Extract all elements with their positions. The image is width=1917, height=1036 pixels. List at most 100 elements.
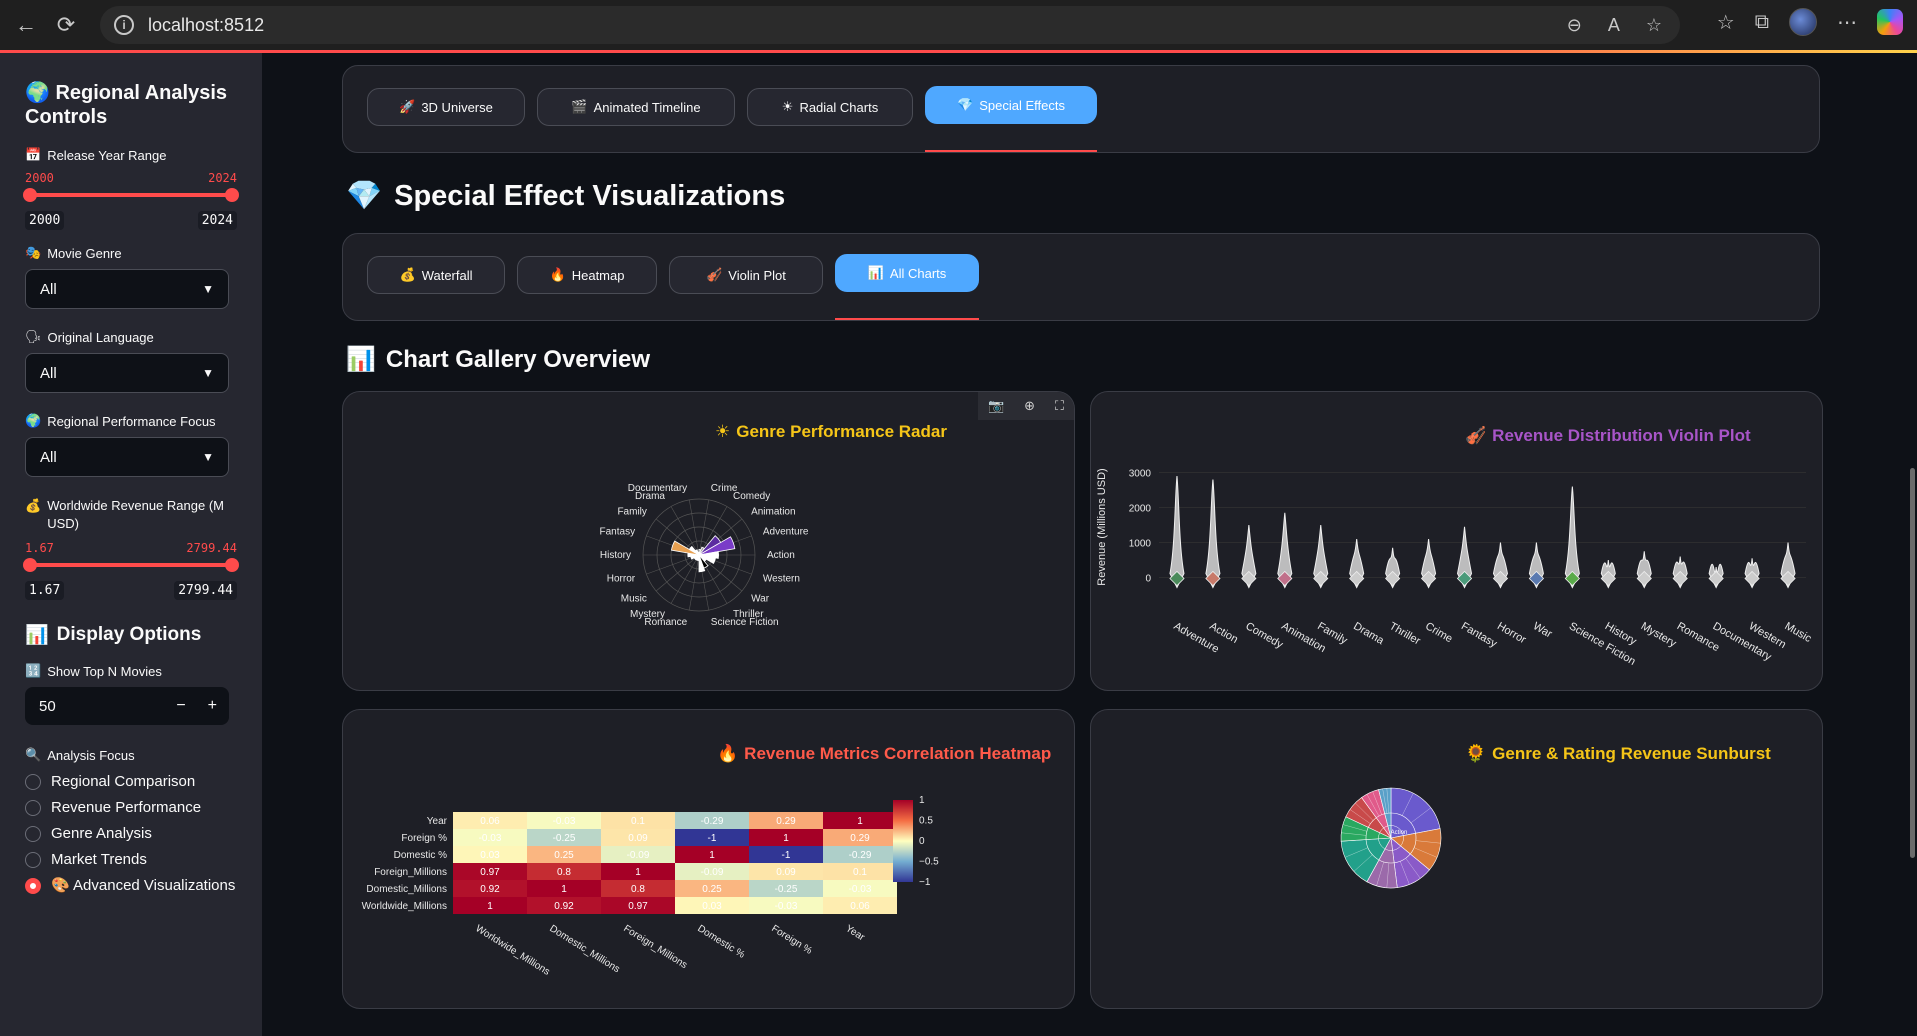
revenue-min-handle[interactable] [23,558,37,572]
sunburst-subdivision [1344,847,1369,858]
violin-icon: 🎻 [1465,426,1487,445]
heatmap-cell-value: -0.25 [553,833,576,844]
violin-box-marker [1708,570,1724,587]
site-info-icon[interactable]: i [114,15,134,35]
favorite-star-icon[interactable]: ☆ [1645,14,1662,35]
heatmap-cell-value: -0.03 [849,884,872,895]
heatmap-col-label: Worldwide_Millions [473,923,551,978]
violin-box-marker [1420,570,1437,587]
top-n-value[interactable]: 50 [39,697,56,715]
heatmap-cell [675,880,749,897]
sunburst-inner-ring [1365,812,1417,864]
radar-axis-label: Crime [711,483,738,494]
fullscreen-icon[interactable]: ⛶ [1054,398,1064,413]
tab-all-charts[interactable]: 📊 All Charts [835,254,979,292]
language-select[interactable]: All ▼ [25,353,229,393]
radio-genre-analysis[interactable]: Genre Analysis [25,825,237,843]
heatmap-cell-value: 1 [857,816,863,827]
radio-button[interactable] [25,774,41,790]
tab-heatmap[interactable]: 🔥 Heatmap [517,256,657,294]
revenue-max-handle[interactable] [225,558,239,572]
page-scrollbar[interactable] [1910,468,1915,858]
reload-button[interactable]: ⟳ [56,12,76,37]
heatmap-cell [675,846,749,863]
slider-track[interactable] [30,193,232,197]
violin-box-marker [1780,570,1796,587]
radar-axis-label: Drama [635,491,665,502]
radar-axis-label: Romance [644,617,687,628]
speech-icon: 🗣 [25,329,42,344]
copilot-icon[interactable] [1877,9,1903,35]
read-aloud-icon[interactable]: A [1607,14,1620,35]
heatmap-row-label: Worldwide_Millions [362,901,447,912]
radio-market-trends[interactable]: Market Trends [25,851,237,869]
radar-bar [670,540,700,556]
top-n-stepper[interactable]: 50 − + [25,687,229,725]
radar-spoke [698,499,710,556]
tab-3d-universe[interactable]: 🚀 3D Universe [367,88,525,126]
violin-shape [1169,475,1185,589]
address-bar[interactable]: i localhost:8512 ⊖ A ☆ [100,6,1680,44]
radio-button[interactable] [25,826,41,842]
zoom-icon[interactable]: ⊖ [1566,14,1582,35]
genre-select[interactable]: All ▼ [25,269,229,309]
tab-special-effects[interactable]: 💎 Special Effects [925,86,1097,124]
heatmap-cell-value: 0.03 [480,850,500,861]
violin-box-marker [1492,570,1509,587]
heatmap-cell-value: 1 [635,867,641,878]
radar-axis-label: War [751,594,770,605]
year-max-handle[interactable] [225,188,239,202]
favorites-icon[interactable]: ☆ [1716,11,1735,34]
slider-track[interactable] [30,563,232,567]
heatmap-cell [527,829,601,846]
sunburst-subdivision [1415,840,1441,844]
decrement-button[interactable]: − [176,697,186,714]
tab-animated-timeline[interactable]: 🎬 Animated Timeline [537,88,735,126]
heatmap-cell [453,897,527,914]
more-menu-icon[interactable]: ⋯ [1837,11,1857,34]
radar-axis-label: Western [763,573,800,584]
violin-shape [1313,524,1329,589]
heatmap-col-label: Domestic % [695,923,746,961]
radar-bar [697,551,700,556]
heatmap-cell-value: 0.29 [850,833,870,844]
tab-violin-plot[interactable]: 🎻 Violin Plot [669,256,823,294]
year-min-handle[interactable] [23,188,37,202]
revenue-range-slider[interactable]: 1.67 2799.44 1.67 2799.44 [23,541,239,601]
violin-y-axis-label: Revenue (Millions USD) [1096,468,1108,585]
tab-waterfall[interactable]: 💰 Waterfall [367,256,505,294]
heatmap-cell-value: 1 [709,850,715,861]
sunburst-subdivision [1341,832,1367,836]
violin-box-marker [1456,570,1473,587]
radar-chart-card: 📷 ⊕ ⛶ ☀ Genre Performance Radar Crime Come… [342,391,1075,691]
heatmap-cell-value: 0.8 [631,884,645,895]
heatmap-cell-value: 1 [783,833,789,844]
heatmap-cell [749,897,823,914]
radio-advanced-visualizations[interactable]: 🎨 Advanced Visualizations [25,877,237,895]
radio-revenue-performance[interactable]: Revenue Performance [25,799,237,817]
sunburst-center-label: Action [1391,830,1408,836]
year-range-slider[interactable]: 2000 2024 2000 2024 [23,171,239,231]
sunburst-subdivision [1413,847,1438,858]
zoom-icon[interactable]: ⊕ [1024,398,1035,413]
profile-avatar[interactable] [1789,8,1817,36]
colorbar-tick-label: −0.5 [919,857,939,868]
radio-button[interactable] [25,800,41,816]
radio-regional-comparison[interactable]: Regional Comparison [25,773,237,791]
numbers-icon: 🔢 [25,663,42,678]
url-text[interactable]: localhost:8512 [148,14,265,35]
radio-button-selected[interactable] [25,878,41,894]
violin-chart-card: 🎻 Revenue Distribution Violin Plot Revenu… [1090,391,1823,691]
radar-spoke [670,554,700,604]
collections-icon[interactable]: ⧉ [1754,10,1769,33]
tab-radial-charts[interactable]: ☀ Radial Charts [747,88,913,126]
sunburst-subdivision [1400,861,1410,885]
camera-icon[interactable]: 📷 [987,398,1005,413]
heatmap-cell [823,846,897,863]
heatmap-col-label: Domestic_Millions [547,923,621,975]
back-button[interactable]: ← [15,12,37,37]
gallery-title: 📊 Chart Gallery Overview [346,345,651,374]
region-select[interactable]: All ▼ [25,437,229,477]
radio-button[interactable] [25,852,41,868]
increment-button[interactable]: + [207,697,217,714]
